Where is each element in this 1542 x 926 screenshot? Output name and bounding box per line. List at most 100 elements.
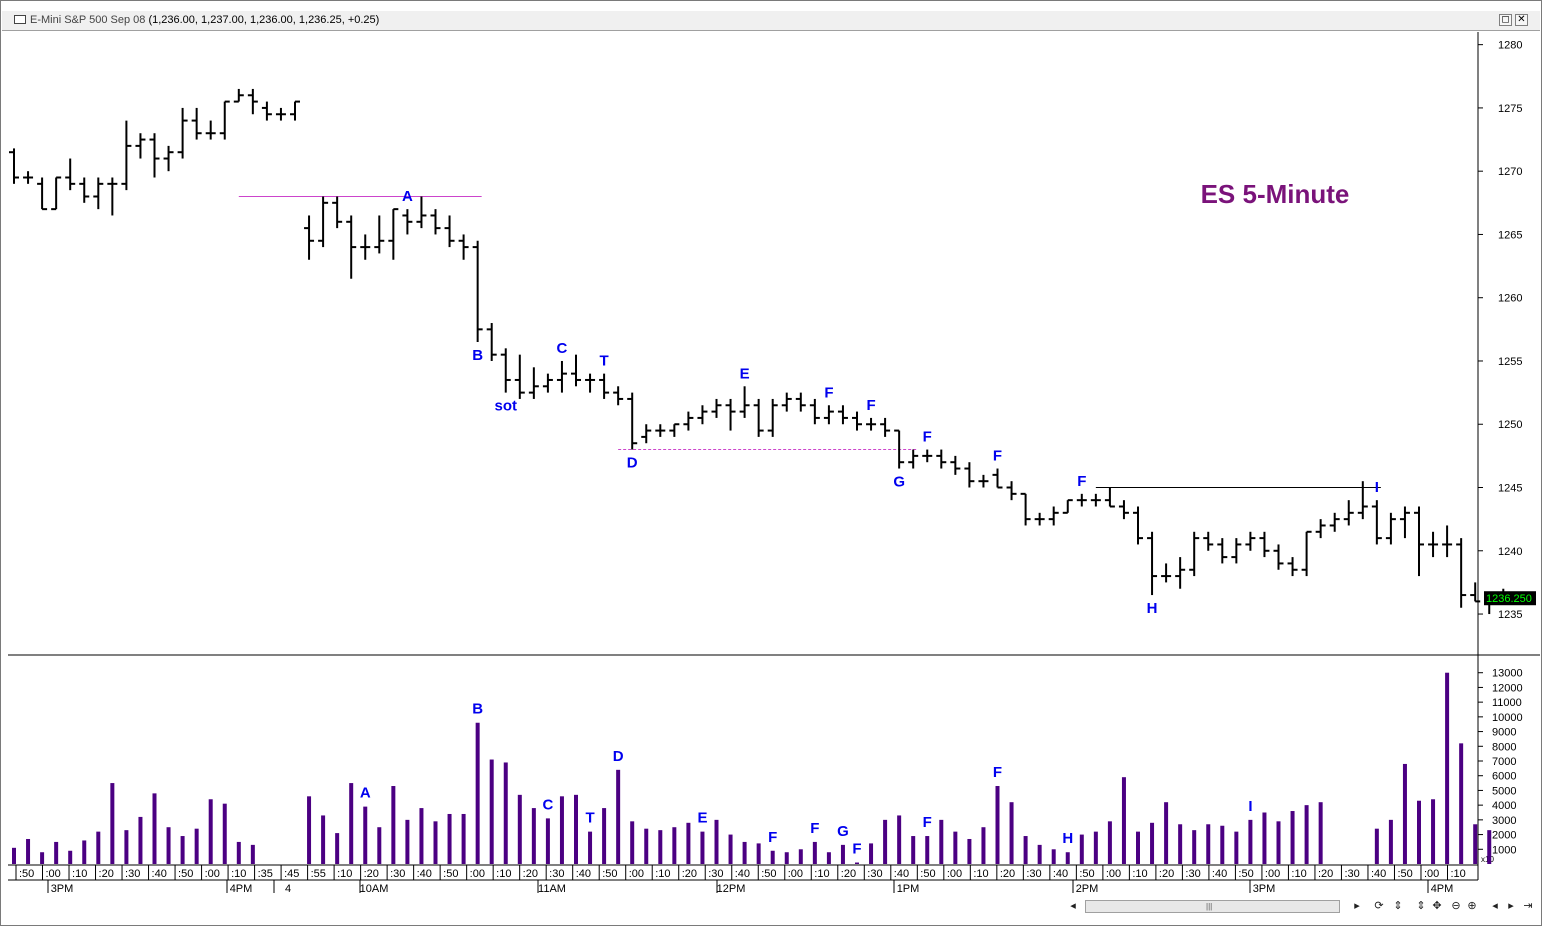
time-tick-label: :10 [496,868,511,880]
volume-bar [616,769,621,864]
volume-bar [559,796,564,864]
time-major-label: 11AM [538,883,566,895]
volume-annotation: T [585,810,594,827]
zoom-in-icon[interactable]: ⊕ [1467,900,1477,912]
time-tick-label: :30 [1344,868,1359,880]
volume-bar [798,849,803,864]
price-annotation: B [472,347,483,364]
price-tick-label: 1235 [1498,609,1522,621]
scroll-left-icon[interactable]: ◂ [1070,900,1076,912]
time-tick-label: :00 [1106,868,1121,880]
volume-bar [138,816,143,864]
volume-tick-label: 9000 [1492,727,1516,739]
volume-bar [1051,849,1056,864]
volume-annotation: F [810,820,819,837]
time-tick-label: :00 [46,868,61,880]
window-title: E-Mini S&P 500 Sep 08 (1,236.00, 1,237.0… [30,14,379,26]
volume-annotation: H [1062,830,1073,847]
price-tick-label: 1255 [1498,356,1522,368]
time-tick-label: :50 [178,868,193,880]
horizontal-scrollbar[interactable]: ||| [1085,900,1340,913]
price-tick-label: 1245 [1498,483,1522,495]
volume-annotation: C [542,796,553,813]
volume-bar [967,838,972,864]
prev-icon[interactable]: ◂ [1492,900,1498,912]
price-tick-label: 1260 [1498,293,1522,305]
volume-bar [447,813,452,864]
close-button[interactable]: ✕ [1515,14,1528,26]
volume-bar [1037,844,1042,864]
volume-bar [68,850,73,864]
volume-bar [433,821,438,864]
volume-tick-label: 10000 [1492,712,1523,724]
time-tick-label: :50 [602,868,617,880]
window-icon [14,15,26,24]
next-icon[interactable]: ▸ [1508,900,1514,912]
bar-spacing-icon[interactable]: ⇕ [1393,900,1403,912]
volume-annotation: A [360,785,371,802]
time-tick-label: :10 [655,868,670,880]
volume-bar [1431,799,1436,864]
time-tick-label: :50 [1238,868,1253,880]
price-annotation: D [627,455,638,472]
time-tick-label: :30 [125,868,140,880]
time-tick-label: :40 [576,868,591,880]
restore-button[interactable]: ◻ [1499,14,1512,26]
time-tick-label: :50 [1397,868,1412,880]
refresh-icon[interactable]: ⟳ [1374,900,1384,912]
volume-bar [630,821,635,864]
last-price-label: 1236.250 [1486,593,1532,605]
time-tick-label: :10 [1450,868,1465,880]
time-major-label: 2PM [1076,883,1099,895]
expand-vertical-icon[interactable]: ⇕ [1416,900,1426,912]
time-tick-label: :40 [1212,868,1227,880]
time-tick-label: :30 [390,868,405,880]
volume-bar [588,831,593,864]
volume-bar [222,803,227,864]
time-tick-label: :10 [231,868,246,880]
volume-tick-label: 11000 [1492,697,1522,709]
volume-bar [644,828,649,864]
price-annotation: E [740,365,750,382]
volume-bar [363,806,368,864]
scroll-grip-icon[interactable]: ||| [1206,902,1213,911]
price-tick-label: 1280 [1498,40,1522,52]
time-tick-label: :00 [470,868,485,880]
volume-bar [1107,821,1112,864]
time-tick-label: :30 [708,868,723,880]
last-price-tag [1484,591,1536,606]
time-tick-label: :40 [894,868,909,880]
volume-bar [686,822,691,864]
volume-annotation: F [923,814,932,831]
volume-bar [166,827,171,864]
volume-bar [250,844,255,864]
volume-bar [897,815,902,864]
time-tick-label: :10 [814,868,829,880]
time-tick-label: :20 [99,868,114,880]
volume-bar [1234,831,1239,864]
end-icon[interactable]: ⇥ [1523,900,1533,912]
volume-tick-label: 2000 [1492,830,1516,842]
volume-bar [1220,825,1225,864]
time-tick-label: :50 [19,868,34,880]
price-annotation: T [600,353,609,370]
volume-bar [54,841,59,864]
volume-bar [307,796,312,864]
time-tick-label: :40 [1053,868,1068,880]
volume-tick-label: 1000 [1492,844,1516,856]
price-annotation: F [993,448,1002,465]
volume-bar [995,786,1000,864]
volume-bar [939,819,944,864]
move-icon[interactable]: ✥ [1432,900,1442,912]
volume-bar [475,722,480,864]
price-annotation: sot [495,398,518,415]
zoom-out-icon[interactable]: ⊖ [1451,900,1461,912]
volume-bar [869,843,874,864]
time-tick-label: :30 [549,868,564,880]
volume-bar [1417,800,1421,864]
volume-bar [12,847,16,864]
scroll-right-icon[interactable]: ▸ [1354,900,1360,912]
volume-annotation: F [768,829,777,846]
volume-bar [349,783,354,864]
price-annotation: G [893,474,905,491]
